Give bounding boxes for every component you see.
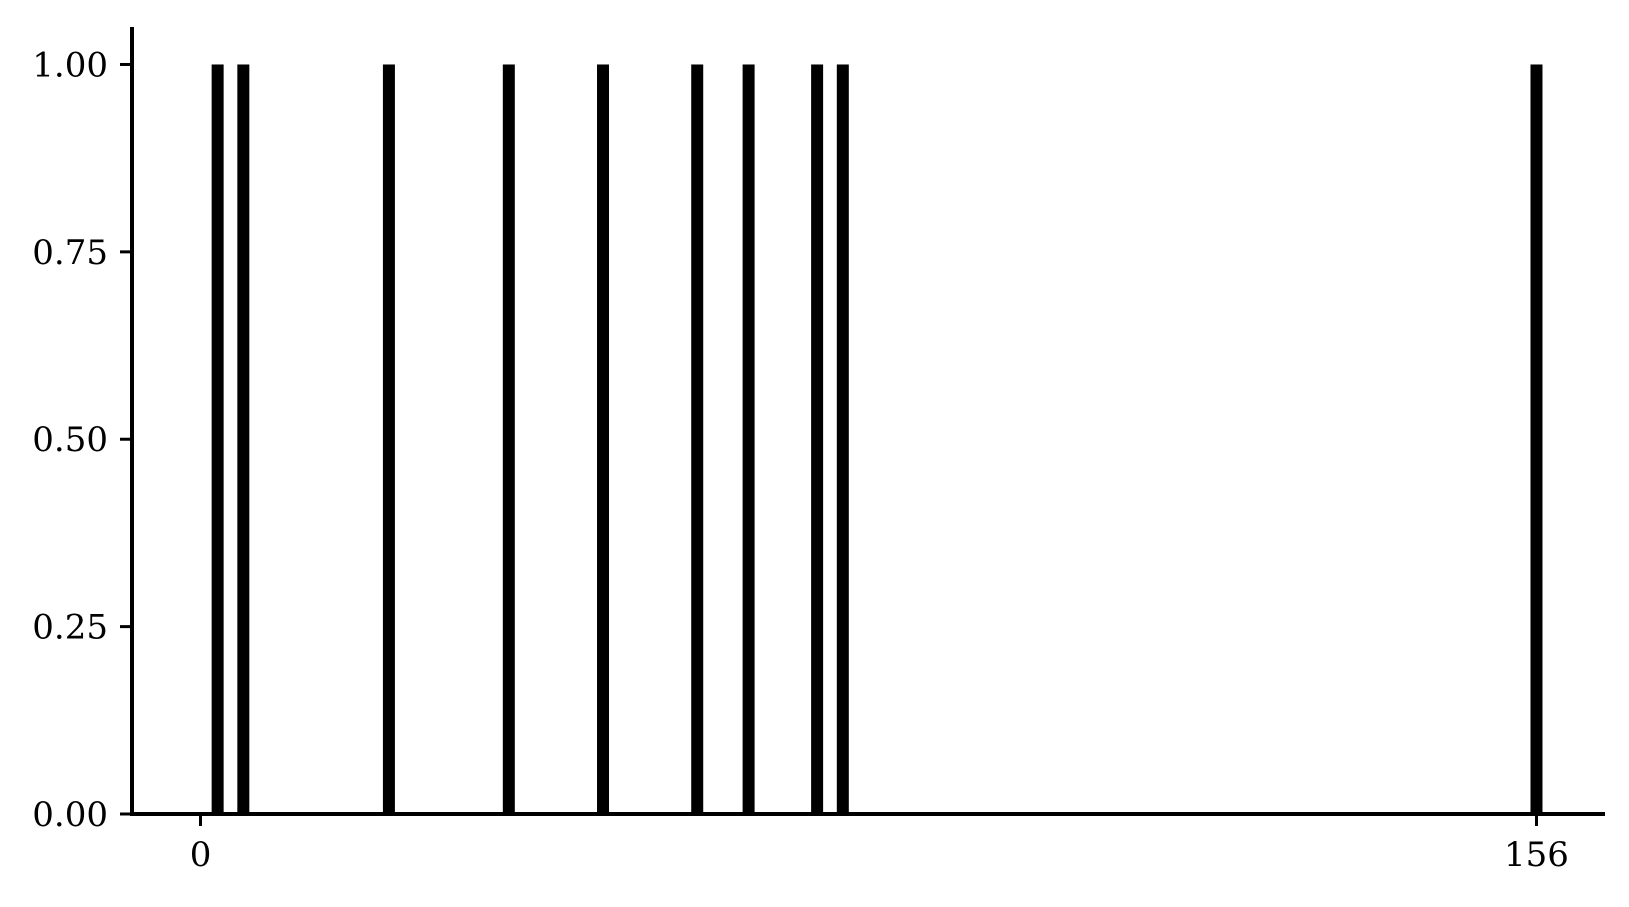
bar: [1530, 64, 1543, 814]
bar: [502, 64, 515, 814]
axes-group: [130, 27, 1605, 816]
y-tick-label: 1.00: [32, 45, 108, 85]
bar: [382, 64, 395, 814]
bar: [691, 64, 704, 814]
bar: [237, 64, 250, 814]
x-tick-label: 0: [190, 835, 212, 875]
y-tick-label: 0.75: [32, 233, 108, 273]
bar: [597, 64, 610, 814]
y-tick-label: 0.25: [32, 608, 108, 648]
bar: [836, 64, 849, 814]
y-tick-label: 0.00: [32, 795, 108, 835]
x-ticks-group: 0 156: [190, 814, 1569, 875]
bar: [742, 64, 755, 814]
bar: [211, 64, 224, 814]
bar: [811, 64, 824, 814]
x-tick-label: 156: [1504, 835, 1569, 875]
y-tick-label: 0.50: [32, 420, 108, 460]
y-ticks-group: 0.00 0.25 0.50 0.75 1.00: [32, 45, 132, 835]
bars-group: [211, 64, 1543, 814]
